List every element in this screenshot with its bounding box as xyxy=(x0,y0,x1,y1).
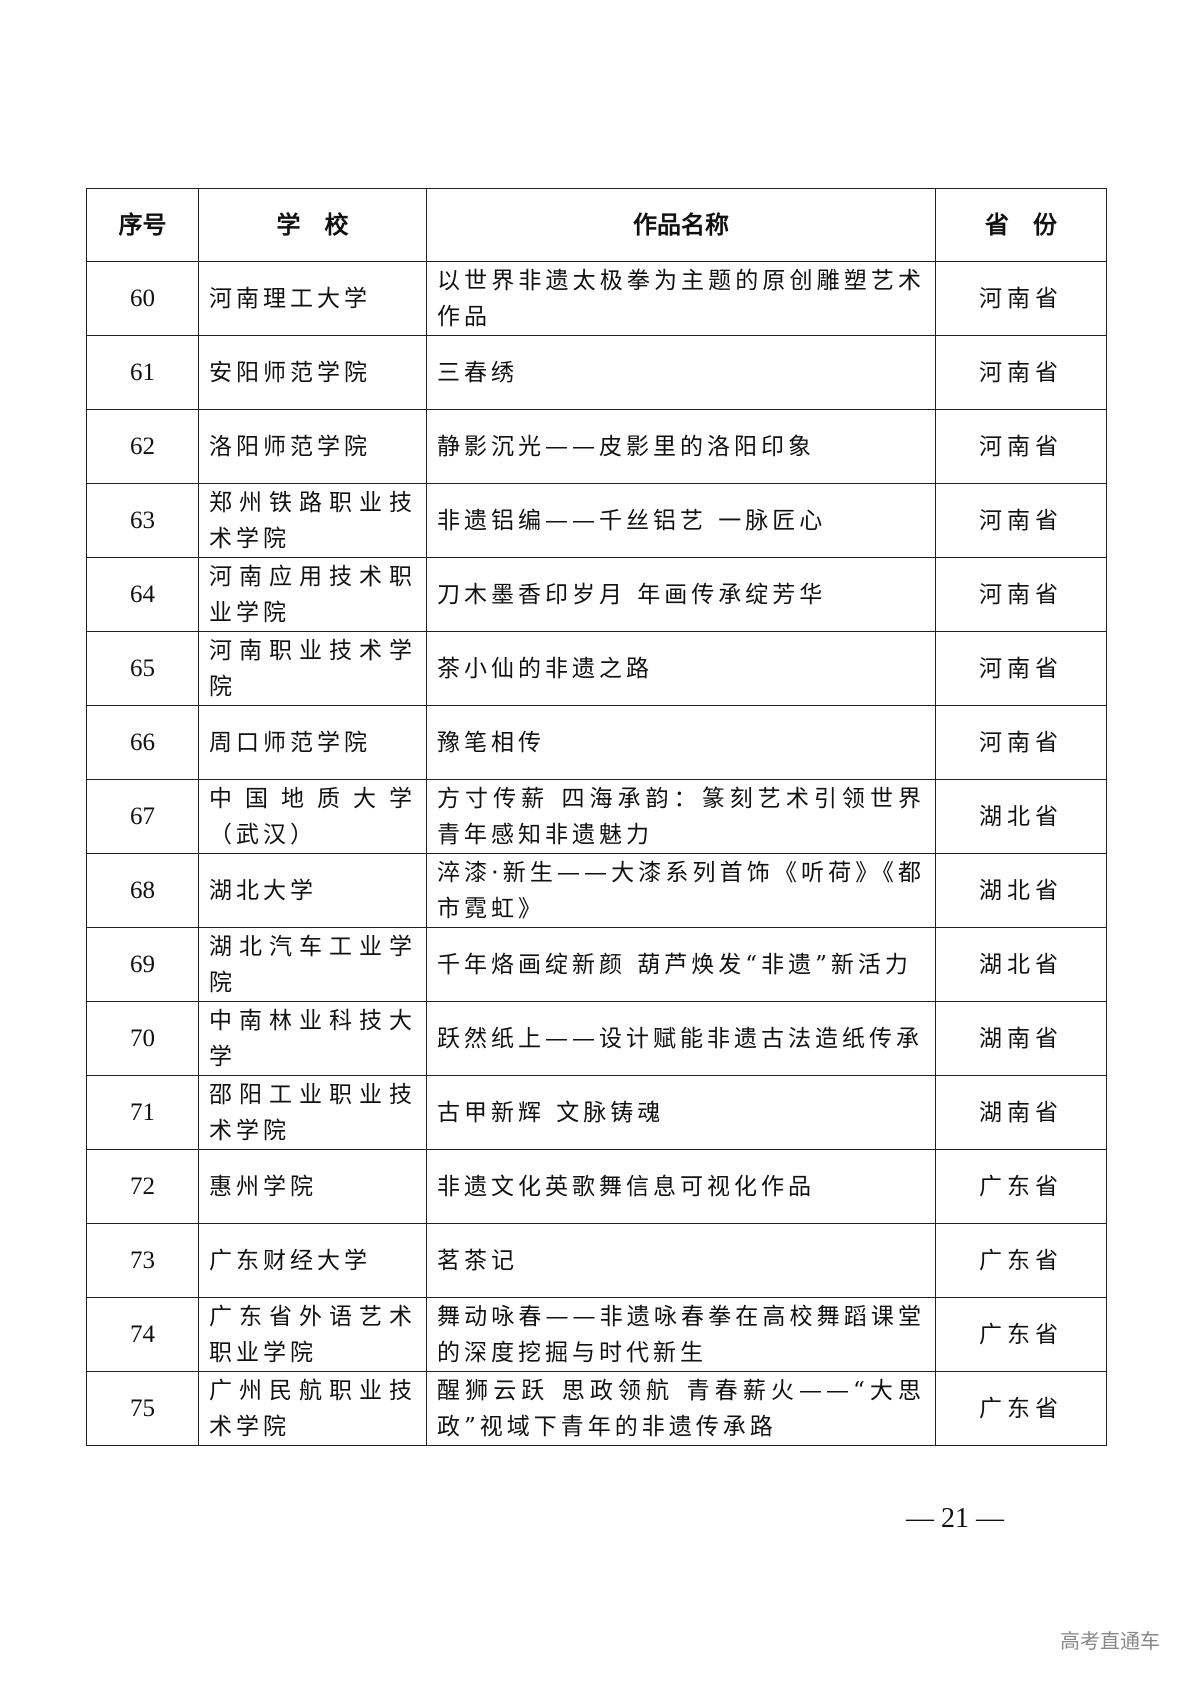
header-work: 作品名称 xyxy=(426,188,936,262)
cell-school: 河南理工大学 xyxy=(198,261,427,336)
cell-province: 河南省 xyxy=(935,261,1107,336)
header-no: 序号 xyxy=(86,188,199,262)
cell-work: 非遗铝编——千丝铝艺 一脉匠心 xyxy=(426,483,936,558)
cell-school: 广州民航职业技术学院 xyxy=(198,1371,427,1446)
cell-no: 60 xyxy=(86,261,199,336)
cell-school: 安阳师范学院 xyxy=(198,335,427,410)
cell-work: 淬漆·新生——大漆系列首饰《听荷》《都市霓虹》 xyxy=(426,853,936,928)
table-row: 74 广东省外语艺术职业学院 舞动咏春——非遗咏春拳在高校舞蹈课堂的深度挖掘与时代新… xyxy=(86,1297,1107,1372)
cell-school: 洛阳师范学院 xyxy=(198,409,427,484)
cell-no: 64 xyxy=(86,557,199,632)
cell-no: 74 xyxy=(86,1297,199,1372)
cell-province: 湖北省 xyxy=(935,927,1107,1002)
cell-work: 静影沉光——皮影里的洛阳印象 xyxy=(426,409,936,484)
cell-province: 河南省 xyxy=(935,705,1107,780)
cell-province: 广东省 xyxy=(935,1371,1107,1446)
table-row: 72 惠州学院 非遗文化英歌舞信息可视化作品 广东省 xyxy=(86,1149,1107,1224)
cell-province: 广东省 xyxy=(935,1149,1107,1224)
cell-school: 中国地质大学（武汉） xyxy=(198,779,427,854)
cell-no: 69 xyxy=(86,927,199,1002)
table-row: 67 中国地质大学（武汉） 方寸传薪 四海承韵：篆刻艺术引领世界青年感知非遗魅力 湖北… xyxy=(86,779,1107,854)
cell-no: 71 xyxy=(86,1075,199,1150)
cell-province: 河南省 xyxy=(935,631,1107,706)
cell-province: 河南省 xyxy=(935,483,1107,558)
table-row: 63 郑州铁路职业技术学院 非遗铝编——千丝铝艺 一脉匠心 河南省 xyxy=(86,483,1107,558)
table-row: 70 中南林业科技大学 跃然纸上——设计赋能非遗古法造纸传承 湖南省 xyxy=(86,1001,1107,1076)
cell-school: 广东省外语艺术职业学院 xyxy=(198,1297,427,1372)
table-row: 75 广州民航职业技术学院 醒狮云跃 思政领航 青春薪火——“大思政”视域下青年的非… xyxy=(86,1371,1107,1446)
cell-province: 河南省 xyxy=(935,335,1107,410)
table-row: 64 河南应用技术职业学院 刀木墨香印岁月 年画传承绽芳华 河南省 xyxy=(86,557,1107,632)
award-table: 序号 学 校 作品名称 省 份 60 河南理工大学 以世界非遗太极拳为主题的原创雕塑… xyxy=(86,188,1107,1446)
table-row: 68 湖北大学 淬漆·新生——大漆系列首饰《听荷》《都市霓虹》 湖北省 xyxy=(86,853,1107,928)
cell-work: 舞动咏春——非遗咏春拳在高校舞蹈课堂的深度挖掘与时代新生 xyxy=(426,1297,936,1372)
cell-work: 茶小仙的非遗之路 xyxy=(426,631,936,706)
cell-work: 千年烙画绽新颜 葫芦焕发“非遗”新活力 xyxy=(426,927,936,1002)
cell-work: 豫笔相传 xyxy=(426,705,936,780)
cell-school: 郑州铁路职业技术学院 xyxy=(198,483,427,558)
cell-no: 73 xyxy=(86,1223,199,1298)
cell-province: 湖北省 xyxy=(935,779,1107,854)
cell-no: 65 xyxy=(86,631,199,706)
table-row: 69 湖北汽车工业学院 千年烙画绽新颜 葫芦焕发“非遗”新活力 湖北省 xyxy=(86,927,1107,1002)
table-row: 60 河南理工大学 以世界非遗太极拳为主题的原创雕塑艺术作品 河南省 xyxy=(86,261,1107,336)
cell-school: 湖北汽车工业学院 xyxy=(198,927,427,1002)
page-number: — 21 — xyxy=(906,1503,1004,1534)
cell-school: 湖北大学 xyxy=(198,853,427,928)
cell-school: 中南林业科技大学 xyxy=(198,1001,427,1076)
cell-work: 非遗文化英歌舞信息可视化作品 xyxy=(426,1149,936,1224)
cell-no: 63 xyxy=(86,483,199,558)
cell-work: 跃然纸上——设计赋能非遗古法造纸传承 xyxy=(426,1001,936,1076)
table-row: 62 洛阳师范学院 静影沉光——皮影里的洛阳印象 河南省 xyxy=(86,409,1107,484)
cell-school: 河南职业技术学院 xyxy=(198,631,427,706)
cell-school: 邵阳工业职业技术学院 xyxy=(198,1075,427,1150)
table-row: 66 周口师范学院 豫笔相传 河南省 xyxy=(86,705,1107,780)
cell-province: 河南省 xyxy=(935,557,1107,632)
cell-school: 惠州学院 xyxy=(198,1149,427,1224)
cell-school: 河南应用技术职业学院 xyxy=(198,557,427,632)
cell-province: 湖南省 xyxy=(935,1001,1107,1076)
cell-school: 广东财经大学 xyxy=(198,1223,427,1298)
cell-work: 以世界非遗太极拳为主题的原创雕塑艺术作品 xyxy=(426,261,936,336)
cell-no: 62 xyxy=(86,409,199,484)
cell-no: 72 xyxy=(86,1149,199,1224)
cell-work: 刀木墨香印岁月 年画传承绽芳华 xyxy=(426,557,936,632)
cell-no: 61 xyxy=(86,335,199,410)
table-header: 序号 学 校 作品名称 省 份 xyxy=(86,188,1107,262)
table-row: 65 河南职业技术学院 茶小仙的非遗之路 河南省 xyxy=(86,631,1107,706)
cell-school: 周口师范学院 xyxy=(198,705,427,780)
table-row: 61 安阳师范学院 三春绣 河南省 xyxy=(86,335,1107,410)
cell-province: 广东省 xyxy=(935,1223,1107,1298)
cell-no: 75 xyxy=(86,1371,199,1446)
cell-province: 湖南省 xyxy=(935,1075,1107,1150)
cell-province: 广东省 xyxy=(935,1297,1107,1372)
header-province: 省 份 xyxy=(935,188,1107,262)
header-school: 学 校 xyxy=(198,188,427,262)
cell-province: 河南省 xyxy=(935,409,1107,484)
cell-no: 68 xyxy=(86,853,199,928)
cell-work: 三春绣 xyxy=(426,335,936,410)
cell-work: 茗茶记 xyxy=(426,1223,936,1298)
cell-no: 70 xyxy=(86,1001,199,1076)
watermark: 高考直通车 xyxy=(1060,1629,1160,1653)
cell-no: 66 xyxy=(86,705,199,780)
cell-work: 醒狮云跃 思政领航 青春薪火——“大思政”视域下青年的非遗传承路 xyxy=(426,1371,936,1446)
cell-province: 湖北省 xyxy=(935,853,1107,928)
table-row: 73 广东财经大学 茗茶记 广东省 xyxy=(86,1223,1107,1298)
cell-work: 方寸传薪 四海承韵：篆刻艺术引领世界青年感知非遗魅力 xyxy=(426,779,936,854)
cell-work: 古甲新辉 文脉铸魂 xyxy=(426,1075,936,1150)
table-row: 71 邵阳工业职业技术学院 古甲新辉 文脉铸魂 湖南省 xyxy=(86,1075,1107,1150)
cell-no: 67 xyxy=(86,779,199,854)
